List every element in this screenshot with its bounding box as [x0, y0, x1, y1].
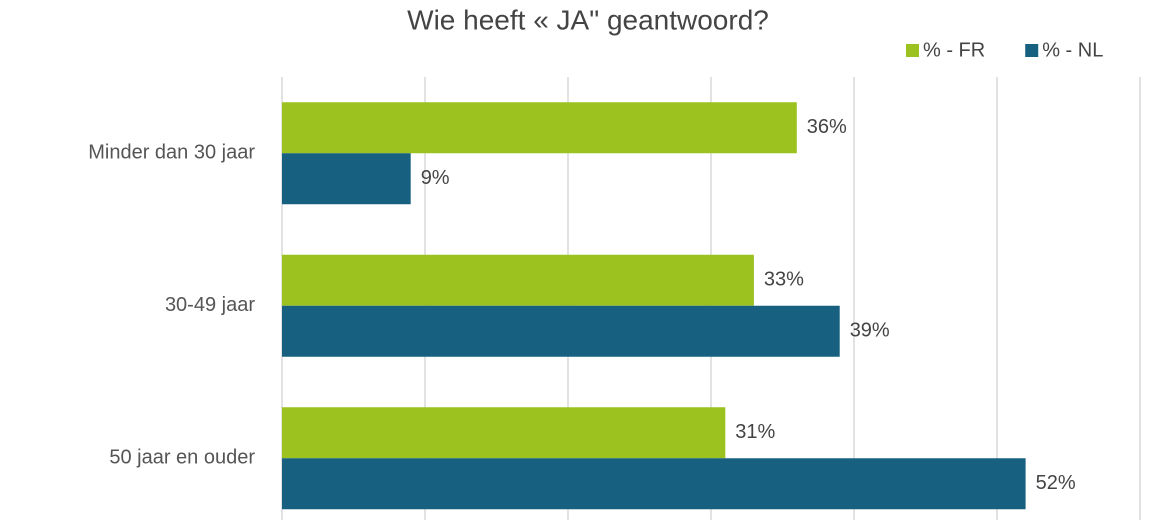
data-label: 52%	[1036, 472, 1076, 494]
legend-swatch	[1025, 44, 1039, 57]
chart-title: Wie heeft « JA" geantwoord?	[407, 4, 769, 35]
bar	[282, 102, 797, 154]
bar	[282, 458, 1026, 510]
y-tick-label: 30-49 jaar	[165, 294, 255, 316]
data-label: 9%	[421, 167, 450, 189]
data-label: 33%	[764, 269, 804, 291]
data-label: 39%	[850, 320, 890, 342]
legend-swatch	[906, 44, 919, 57]
y-tick-label: 50 jaar en ouder	[109, 447, 255, 469]
bar	[282, 305, 840, 357]
y-tick-label: Minder dan 30 jaar	[88, 142, 255, 164]
bar	[282, 254, 754, 306]
bar	[282, 407, 726, 459]
legend-label: % - FR	[923, 39, 985, 61]
data-label: 36%	[807, 116, 847, 138]
bar	[282, 153, 411, 205]
legend-label: % - NL	[1042, 39, 1103, 61]
data-label: 31%	[735, 421, 775, 443]
